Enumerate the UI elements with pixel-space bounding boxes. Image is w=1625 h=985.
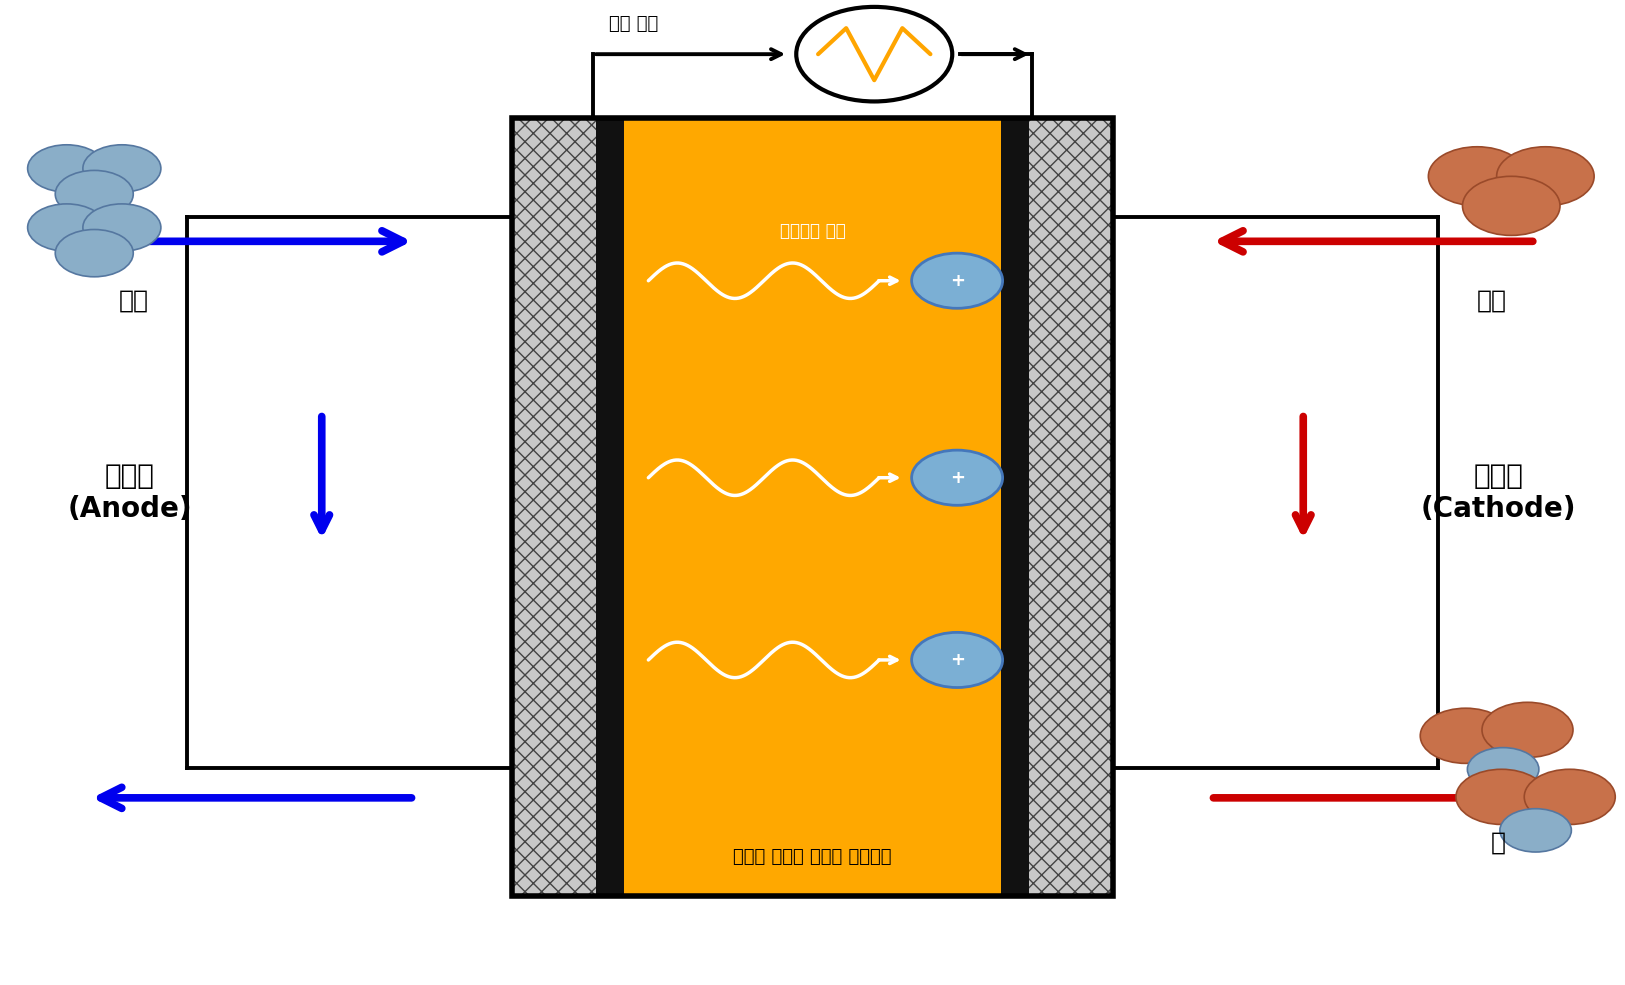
Bar	[512, 118, 1113, 896]
Text: 물: 물	[1490, 830, 1506, 854]
Bar	[1029, 118, 1113, 896]
Text: 산소: 산소	[1477, 289, 1506, 312]
Circle shape	[28, 145, 106, 192]
Circle shape	[1497, 147, 1594, 206]
Circle shape	[1420, 708, 1511, 763]
Text: 수소이온 이동: 수소이온 이동	[780, 223, 845, 240]
Circle shape	[1456, 769, 1547, 824]
Text: 수소: 수소	[119, 289, 148, 312]
Bar	[512, 118, 596, 896]
Circle shape	[912, 450, 1003, 505]
Circle shape	[1462, 176, 1560, 235]
Text: +: +	[949, 651, 965, 669]
Circle shape	[83, 204, 161, 251]
Circle shape	[1482, 702, 1573, 757]
Circle shape	[1467, 748, 1539, 791]
Circle shape	[1428, 147, 1526, 206]
Circle shape	[912, 253, 1003, 308]
Circle shape	[83, 145, 161, 192]
Circle shape	[55, 170, 133, 218]
Text: 연료극
(Anode): 연료극 (Anode)	[68, 462, 192, 523]
Text: 전자 이동: 전자 이동	[609, 15, 658, 33]
Text: 인산이 포함된 고분자 전해질막: 인산이 포함된 고분자 전해질막	[733, 848, 892, 866]
Circle shape	[796, 7, 952, 101]
Circle shape	[1500, 809, 1571, 852]
Bar	[1001, 118, 1029, 896]
Text: +: +	[949, 272, 965, 290]
Circle shape	[55, 230, 133, 277]
Circle shape	[28, 204, 106, 251]
Text: +: +	[949, 469, 965, 487]
Bar	[596, 118, 624, 896]
Circle shape	[1524, 769, 1615, 824]
Bar	[624, 118, 1001, 896]
Text: 공기극
(Cathode): 공기극 (Cathode)	[1420, 462, 1576, 523]
Circle shape	[912, 632, 1003, 688]
